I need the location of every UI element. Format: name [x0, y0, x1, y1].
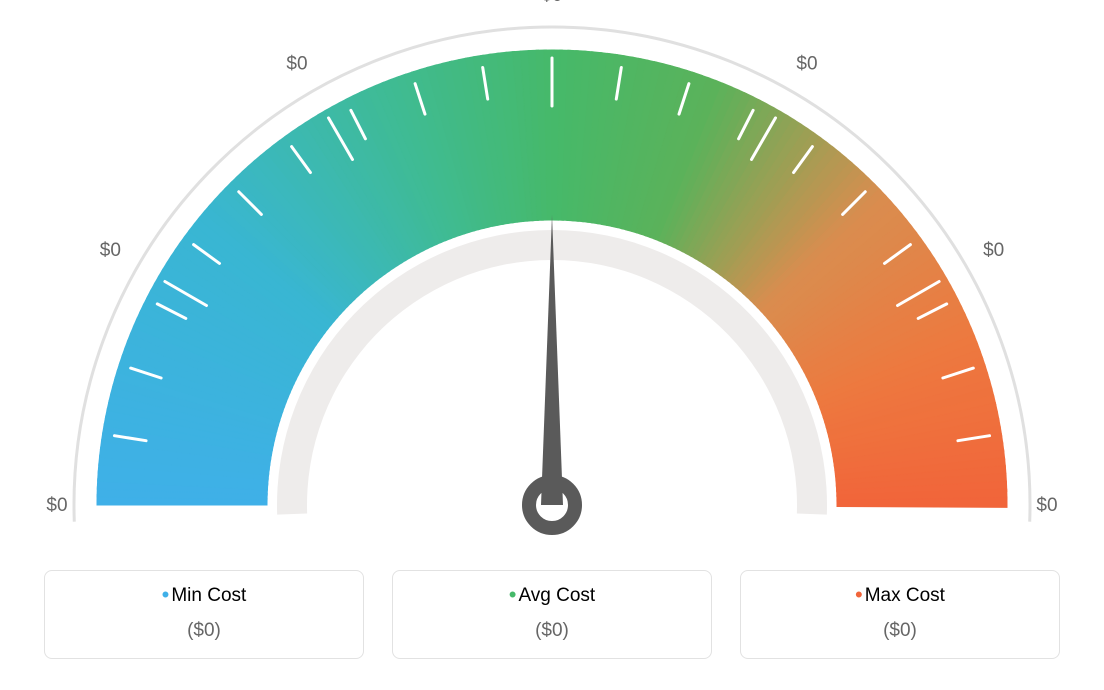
gauge-scale-label: $0 — [541, 0, 562, 6]
legend-card-max: • Max Cost ($0) — [740, 570, 1060, 659]
dot-icon: • — [162, 584, 170, 606]
legend-card-min: • Min Cost ($0) — [44, 570, 364, 659]
gauge-scale-label: $0 — [286, 53, 307, 74]
gauge-scale-label: $0 — [100, 240, 121, 261]
gauge-chart: $0 $0 $0 $0 $0 $0 $0 — [0, 0, 1104, 560]
legend-text-avg: Avg Cost — [518, 585, 595, 607]
legend-text-max: Max Cost — [865, 585, 945, 607]
dot-icon: • — [509, 584, 517, 606]
dot-icon: • — [855, 584, 863, 606]
legend-card-avg: • Avg Cost ($0) — [392, 570, 712, 659]
legend-label-avg: • Avg Cost — [509, 585, 595, 607]
legend-value-avg: ($0) — [393, 620, 711, 642]
legend-value-min: ($0) — [45, 620, 363, 642]
legend-value-max: ($0) — [741, 620, 1059, 642]
legend-text-min: Min Cost — [171, 585, 246, 607]
legend-row: • Min Cost ($0) • Avg Cost ($0) • Max Co… — [0, 570, 1104, 659]
legend-label-max: • Max Cost — [855, 585, 945, 607]
gauge-scale-label: $0 — [46, 495, 67, 516]
gauge-scale-label: $0 — [1036, 495, 1057, 516]
gauge-scale-label: $0 — [983, 240, 1004, 261]
legend-label-min: • Min Cost — [162, 585, 247, 607]
gauge-scale-label: $0 — [796, 53, 817, 74]
gauge-svg: $0 $0 $0 $0 $0 $0 $0 — [0, 0, 1104, 560]
